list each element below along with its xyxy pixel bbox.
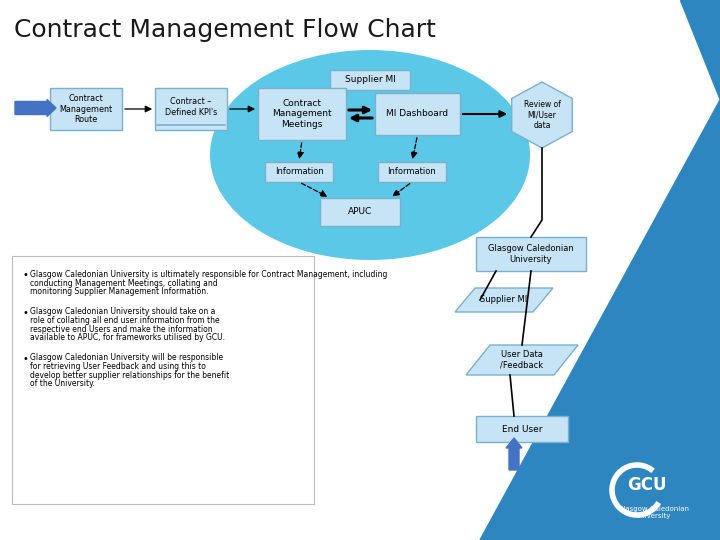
FancyBboxPatch shape — [476, 237, 586, 271]
FancyBboxPatch shape — [330, 70, 410, 90]
Text: User Data
/Feedback: User Data /Feedback — [500, 350, 544, 370]
Text: Glasgow Caledonian University will be responsible: Glasgow Caledonian University will be re… — [30, 354, 223, 362]
FancyBboxPatch shape — [375, 93, 460, 135]
Text: Supplier MI: Supplier MI — [480, 295, 528, 305]
Text: develop better supplier relationships for the benefit: develop better supplier relationships fo… — [30, 370, 229, 380]
Text: Information: Information — [274, 167, 323, 177]
FancyBboxPatch shape — [12, 256, 314, 504]
Text: MI Dashboard: MI Dashboard — [387, 110, 449, 118]
Text: •: • — [22, 354, 28, 363]
Text: respective end Users and make the information: respective end Users and make the inform… — [30, 325, 212, 334]
FancyBboxPatch shape — [258, 88, 346, 140]
Polygon shape — [680, 0, 720, 100]
FancyBboxPatch shape — [378, 162, 446, 182]
Polygon shape — [480, 100, 720, 540]
Text: •: • — [22, 307, 28, 318]
Text: End User: End User — [502, 424, 542, 434]
FancyBboxPatch shape — [155, 88, 227, 130]
Text: role of collating all end user information from the: role of collating all end user informati… — [30, 316, 220, 325]
Text: APUC: APUC — [348, 207, 372, 217]
Ellipse shape — [210, 50, 530, 260]
Polygon shape — [455, 288, 553, 312]
Polygon shape — [466, 345, 578, 375]
Text: GCU: GCU — [627, 476, 667, 494]
Text: Glasgow Caledonian University is ultimately responsible for Contract Management,: Glasgow Caledonian University is ultimat… — [30, 270, 387, 279]
Text: Glasgow Caledonian University should take on a: Glasgow Caledonian University should tak… — [30, 307, 215, 316]
FancyBboxPatch shape — [265, 162, 333, 182]
Text: •: • — [22, 270, 28, 280]
Text: of the University.: of the University. — [30, 379, 95, 388]
Text: monitoring Supplier Management Information.: monitoring Supplier Management Informati… — [30, 287, 209, 296]
Text: Contract
Management
Meetings: Contract Management Meetings — [272, 99, 332, 129]
FancyArrow shape — [506, 438, 522, 470]
FancyArrow shape — [15, 99, 56, 117]
Text: Contract Management Flow Chart: Contract Management Flow Chart — [14, 18, 436, 42]
Text: available to APUC, for frameworks utilised by GCU.: available to APUC, for frameworks utilis… — [30, 333, 225, 342]
Text: conducting Management Meetings, collating and: conducting Management Meetings, collatin… — [30, 279, 217, 287]
Text: Contract –
Defined KPI's: Contract – Defined KPI's — [165, 97, 217, 117]
Polygon shape — [512, 82, 572, 148]
FancyBboxPatch shape — [320, 198, 400, 226]
Text: Review of
MI/User
data: Review of MI/User data — [523, 100, 560, 130]
Text: for retrieving User Feedback and using this to: for retrieving User Feedback and using t… — [30, 362, 206, 371]
FancyBboxPatch shape — [476, 416, 568, 442]
Text: Information: Information — [387, 167, 436, 177]
Text: Contract
Management
Route: Contract Management Route — [60, 94, 112, 124]
Text: Glasgow Caledonian
University: Glasgow Caledonian University — [618, 506, 688, 519]
FancyBboxPatch shape — [50, 88, 122, 130]
Text: Glasgow Caledonian
University: Glasgow Caledonian University — [488, 244, 574, 264]
Text: Supplier MI: Supplier MI — [345, 76, 395, 84]
